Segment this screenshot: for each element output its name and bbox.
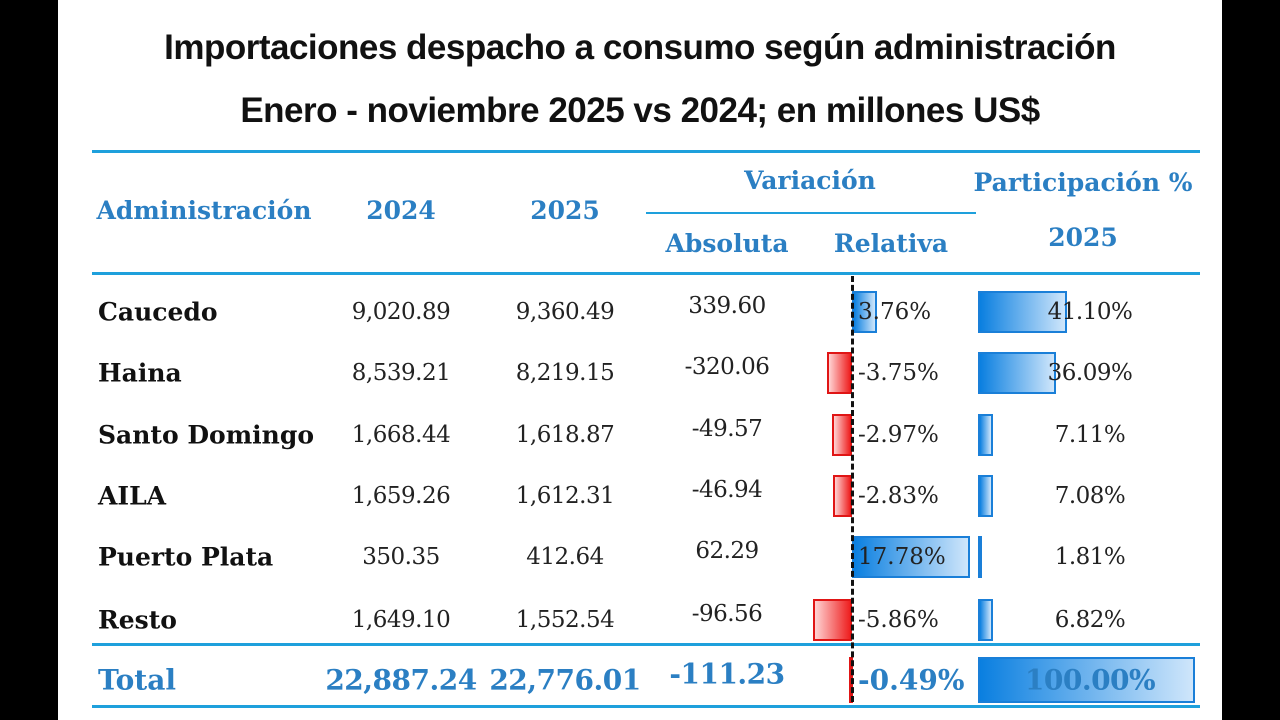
row-name: Total [98,663,177,697]
header-relativa: Relativa [833,229,949,258]
participation-bar [978,657,1195,703]
value-2025: 22,776.01 [489,663,641,697]
value-absoluta: 339.60 [688,293,766,319]
title-line-2: Enero - noviembre 2025 vs 2024; en millo… [240,91,1040,130]
value-2025: 8,219.15 [515,360,615,386]
value-participacion: 100.00% [1024,663,1156,697]
header-absoluta: Absoluta [665,229,789,258]
value-absoluta: -111.23 [669,657,785,691]
value-2024: 1,659.26 [351,483,451,509]
row-name: Caucedo [98,297,218,327]
value-participacion: 7.11% [1054,422,1126,448]
value-2024: 1,649.10 [351,607,451,633]
participation-bar [978,352,1057,394]
row-name: Santo Domingo [98,420,314,450]
relative-axis [851,276,854,702]
value-relativa: -2.83% [858,483,939,509]
participation-bar [978,475,994,517]
header-2024: 2024 [366,196,436,225]
value-absoluta: 62.29 [695,538,759,564]
row-name: AILA [98,481,167,511]
header-participacion-year: 2025 [1048,223,1118,252]
title-line-1: Importaciones despacho a consumo según a… [164,28,1116,67]
value-2024: 22,887.24 [325,663,477,697]
row-name: Haina [98,358,182,388]
value-2025: 412.64 [526,544,604,570]
header-rule [92,272,1200,275]
value-participacion: 6.82% [1054,607,1126,633]
value-absoluta: -320.06 [684,354,770,380]
value-participacion: 7.08% [1054,483,1126,509]
value-participacion: 1.81% [1054,544,1126,570]
header-2025: 2025 [530,196,600,225]
participation-bar [978,291,1068,333]
participation-bar [978,599,993,641]
value-absoluta: -96.56 [691,601,763,627]
value-relativa: -0.49% [858,663,965,697]
value-2025: 1,612.31 [515,483,615,509]
value-participacion: 36.09% [1047,360,1133,386]
top-rule [92,150,1200,153]
variacion-rule [646,212,976,214]
value-absoluta: -49.57 [691,416,763,442]
value-2025: 1,552.54 [515,607,615,633]
relative-bar-negative [827,352,852,394]
header-variacion: Variación [744,166,876,195]
header-participacion: Participación % [973,168,1193,197]
row-name: Resto [98,605,177,635]
row-name: Puerto Plata [98,542,274,572]
value-2024: 8,539.21 [351,360,451,386]
participation-bar [978,414,994,456]
value-2025: 9,360.49 [515,299,615,325]
header-administracion: Administración [96,196,312,225]
relative-bar-negative [813,599,852,641]
bottom-rule [92,705,1200,708]
total-rule [92,643,1200,646]
relative-bar-negative [832,414,852,456]
participation-bar [978,536,982,578]
value-2024: 1,668.44 [351,422,451,448]
value-relativa: -3.75% [858,360,939,386]
value-relativa: -2.97% [858,422,939,448]
value-2025: 1,618.87 [515,422,615,448]
value-2024: 9,020.89 [351,299,451,325]
value-2024: 350.35 [362,544,440,570]
relative-bar-negative [833,475,852,517]
table-page: Importaciones despacho a consumo según a… [58,0,1222,720]
value-absoluta: -46.94 [691,477,763,503]
value-participacion: 41.10% [1047,299,1133,325]
value-relativa: -5.86% [858,607,939,633]
value-relativa: 17.78% [858,544,946,570]
value-relativa: 3.76% [858,299,932,325]
